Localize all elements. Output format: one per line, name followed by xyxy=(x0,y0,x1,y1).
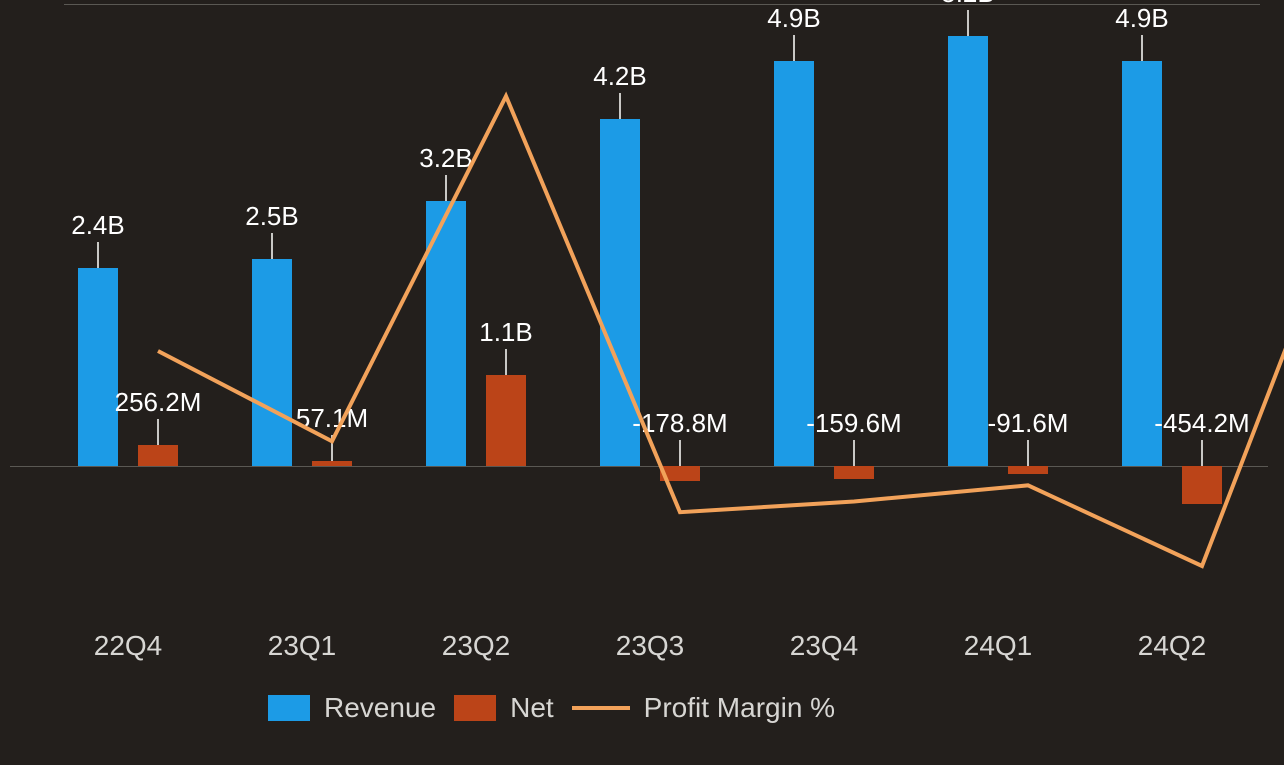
legend: Revenue Net Profit Margin % xyxy=(268,692,835,724)
legend-revenue: Revenue xyxy=(268,692,436,724)
revenue-bar xyxy=(948,36,988,466)
net-value-label: -178.8M xyxy=(632,408,727,439)
category-label: 23Q2 xyxy=(442,630,511,662)
category-label: 23Q4 xyxy=(790,630,859,662)
profit-margin-polyline xyxy=(158,96,1284,566)
legend-profit-margin: Profit Margin % xyxy=(572,692,835,724)
revenue-bar xyxy=(774,61,814,466)
category-label: 23Q3 xyxy=(616,630,685,662)
net-tick xyxy=(157,419,159,445)
net-bar xyxy=(1182,466,1222,504)
revenue-tick xyxy=(1141,35,1143,61)
net-bar xyxy=(486,375,526,466)
revenue-value-label: 4.9B xyxy=(767,3,821,34)
revenue-value-label: 4.9B xyxy=(1115,3,1169,34)
category-label: 22Q4 xyxy=(94,630,163,662)
net-value-label: -91.6M xyxy=(988,408,1069,439)
revenue-tick xyxy=(967,10,969,36)
net-bar xyxy=(660,466,700,481)
net-bar xyxy=(834,466,874,479)
legend-profit-margin-swatch xyxy=(572,706,630,710)
legend-net-swatch xyxy=(454,695,496,721)
net-tick xyxy=(679,440,681,466)
net-tick xyxy=(1027,440,1029,466)
revenue-tick xyxy=(619,93,621,119)
net-tick xyxy=(505,349,507,375)
legend-net: Net xyxy=(454,692,554,724)
category-label: 24Q1 xyxy=(964,630,1033,662)
revenue-bar xyxy=(78,268,118,466)
category-label: 23Q1 xyxy=(268,630,337,662)
net-value-label: 1.1B xyxy=(479,317,533,348)
revenue-value-label: 4.2B xyxy=(593,61,647,92)
net-value-label: 57.1M xyxy=(296,403,368,434)
revenue-tick xyxy=(793,35,795,61)
revenue-bar xyxy=(252,259,292,466)
revenue-tick xyxy=(445,175,447,201)
net-tick xyxy=(331,435,333,461)
net-value-label: 256.2M xyxy=(115,387,202,418)
revenue-value-label: 2.4B xyxy=(71,210,125,241)
revenue-bar xyxy=(426,201,466,466)
legend-revenue-swatch xyxy=(268,695,310,721)
legend-net-label: Net xyxy=(510,692,554,724)
net-tick xyxy=(1201,440,1203,466)
net-bar xyxy=(138,445,178,466)
revenue-value-label: 2.5B xyxy=(245,201,299,232)
revenue-bar xyxy=(1122,61,1162,466)
net-value-label: -159.6M xyxy=(806,408,901,439)
net-bar xyxy=(312,461,352,466)
revenue-value-label: 5.2B xyxy=(941,0,995,9)
revenue-tick xyxy=(97,242,99,268)
category-label: 24Q2 xyxy=(1138,630,1207,662)
legend-revenue-label: Revenue xyxy=(324,692,436,724)
net-value-label: -454.2M xyxy=(1154,408,1249,439)
financial-bar-line-chart: 2.4B 256.2M 22Q4 2.5B 57.1M 23Q1 3.2B 1.1B 23Q2 4… xyxy=(0,0,1284,765)
net-bar xyxy=(1008,466,1048,474)
top-rule xyxy=(64,4,1260,5)
revenue-value-label: 3.2B xyxy=(419,143,473,174)
baseline-rule xyxy=(10,466,1268,467)
revenue-tick xyxy=(271,233,273,259)
legend-profit-margin-label: Profit Margin % xyxy=(644,692,835,724)
net-tick xyxy=(853,440,855,466)
